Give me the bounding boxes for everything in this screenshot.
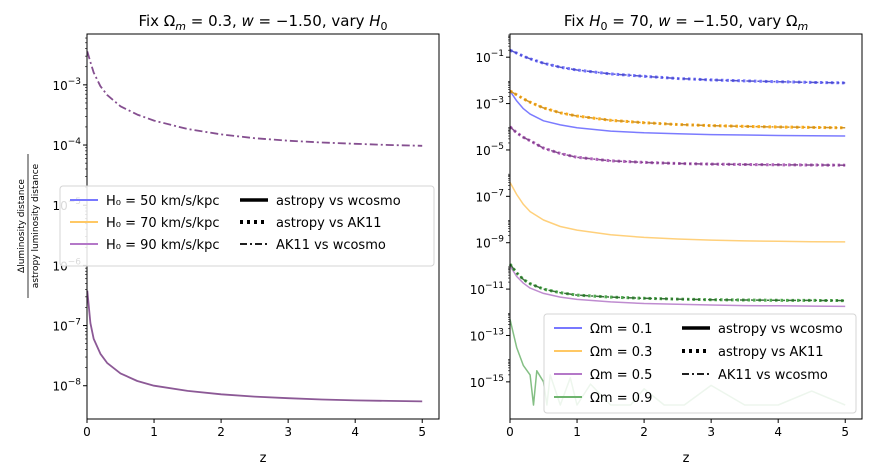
- y-tick-label: 10−3: [52, 77, 81, 93]
- legend-color-label: Ωm = 0.3: [590, 345, 652, 360]
- series-line-2: [86, 51, 423, 147]
- legend-color-label: H₀ = 90 km/s/kpc: [106, 238, 219, 253]
- x-tick-label: 2: [217, 425, 225, 439]
- left-xticks: 0 1 2 3 4 5: [83, 419, 426, 439]
- y-tick-label: 10−5: [475, 142, 504, 158]
- series-line-8: [509, 126, 846, 166]
- left-legend: H₀ = 50 km/s/kpc H₀ = 70 km/s/kpc H₀ = 90 …: [59, 185, 435, 267]
- right-x-axis-label: z: [683, 451, 690, 466]
- legend-style-label: AK11 vs wcosmo: [276, 238, 386, 253]
- legend-style-label: astropy vs AK11: [276, 216, 382, 231]
- y-label-numerator: Δluminosity distance: [17, 179, 27, 273]
- y-tick-label: 10−13: [470, 327, 504, 343]
- right-yticks: 10−15 10−13 10−11 10−9 10−7 10−5 10−3 10−1: [470, 34, 510, 390]
- legend-style-label: astropy vs AK11: [718, 345, 824, 360]
- right-series-layer: [508, 48, 846, 406]
- right-title: Fix H0 = 70, w = −1.50, vary Ωm: [564, 12, 808, 33]
- left-legend-items: H₀ = 50 km/s/kpc H₀ = 70 km/s/kpc H₀ = 90 …: [70, 194, 401, 253]
- legend-color-label: Ωm = 0.5: [590, 368, 652, 383]
- y-tick-label: 10−15: [470, 374, 504, 390]
- left-title: Fix Ωm = 0.3, w = −1.50, vary H0: [138, 12, 387, 33]
- series-line-6: [509, 182, 846, 243]
- x-tick-label: 0: [506, 425, 514, 439]
- y-tick-label: 10−3: [475, 96, 504, 112]
- x-tick-label: 3: [707, 425, 715, 439]
- series-line-1: [86, 290, 423, 403]
- x-tick-label: 4: [774, 425, 782, 439]
- y-tick-label: 10−9: [475, 235, 504, 251]
- y-tick-label: 10−1: [475, 49, 504, 65]
- right-legend-box: [543, 313, 857, 414]
- left-x-axis-label: z: [260, 451, 267, 466]
- y-tick-label: 10−4: [52, 137, 81, 153]
- legend-color-label: Ωm = 0.1: [590, 322, 652, 337]
- y-tick-label: 10−7: [52, 318, 81, 334]
- series-line-5: [509, 90, 846, 129]
- y-tick-label: 10−11: [470, 281, 504, 297]
- legend-color-label: H₀ = 70 km/s/kpc: [106, 216, 219, 231]
- x-tick-label: 1: [573, 425, 581, 439]
- series-line-11: [509, 263, 846, 302]
- x-tick-label: 1: [150, 425, 158, 439]
- x-tick-label: 3: [284, 425, 292, 439]
- right-legend: Ωm = 0.1 Ωm = 0.3 Ωm = 0.5 Ωm = 0.9 astropy …: [543, 313, 857, 414]
- right-xticks: 0 1 2 3 4 5: [506, 419, 849, 439]
- legend-style-label: AK11 vs wcosmo: [718, 368, 828, 383]
- left-y-axis-label: Δluminosity distance astropy luminosity …: [17, 154, 41, 298]
- series-line-3: [509, 90, 846, 137]
- left-legend-box: [59, 185, 435, 267]
- right-legend-items: Ωm = 0.1 Ωm = 0.3 Ωm = 0.5 Ωm = 0.9 astropy …: [554, 322, 843, 406]
- y-tick-label: 10−8: [52, 378, 81, 394]
- x-tick-label: 0: [83, 425, 91, 439]
- legend-style-label: astropy vs wcosmo: [718, 322, 843, 337]
- series-line-2: [509, 49, 846, 84]
- legend-color-label: Ωm = 0.9: [590, 391, 652, 406]
- x-tick-label: 2: [640, 425, 648, 439]
- x-tick-label: 5: [418, 425, 426, 439]
- y-tick-label: 10−7: [475, 188, 504, 204]
- x-tick-label: 5: [841, 425, 849, 439]
- series-line-7: [508, 125, 846, 167]
- left-series-layer: [86, 51, 423, 403]
- legend-style-label: astropy vs wcosmo: [276, 194, 401, 209]
- x-tick-label: 4: [351, 425, 359, 439]
- series-line-9: [509, 265, 846, 308]
- y-label-denominator: astropy luminosity distance: [31, 163, 41, 288]
- legend-color-label: H₀ = 50 km/s/kpc: [106, 194, 219, 209]
